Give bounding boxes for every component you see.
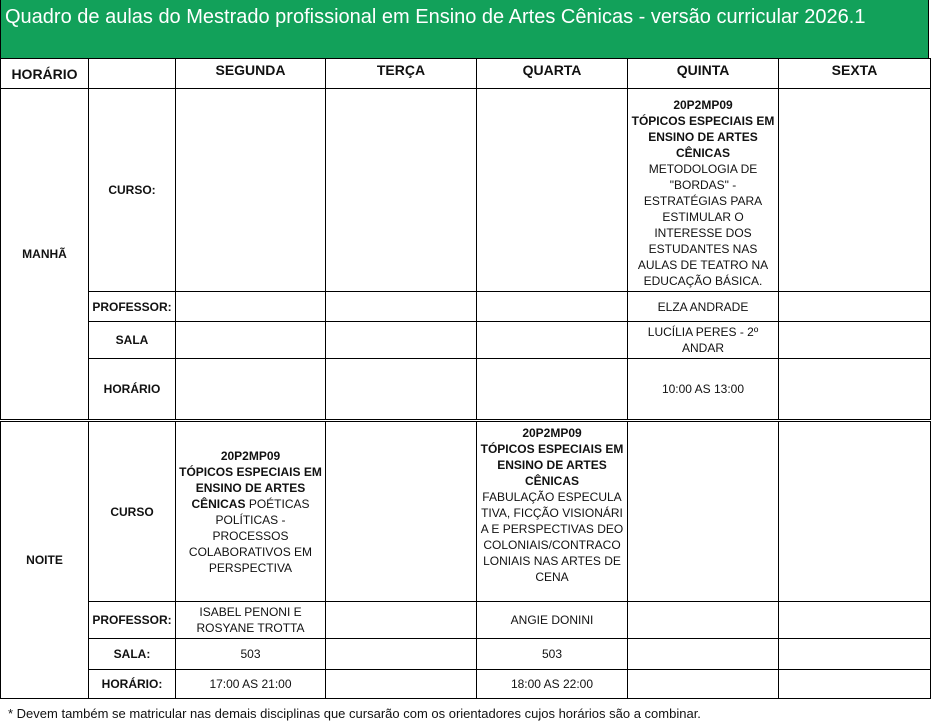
professor-segunda: ISABEL PENONI E ROSYANE TROTTA bbox=[175, 601, 326, 639]
horario-quinta: 10:00 AS 13:00 bbox=[627, 358, 779, 421]
course-subtitle: METODOLOGIA DE "BORDAS" - ESTRATÉGIAS PA… bbox=[637, 162, 769, 288]
label-horario: HORÁRIO bbox=[88, 358, 176, 421]
course-name: TÓPICOS ESPECIAIS EM ENSINO DE ARTES CÊN… bbox=[631, 114, 775, 160]
professor-quarta: ANGIE DONINI bbox=[476, 601, 628, 639]
course-name: TÓPICOS ESPECIAIS EM ENSINO DE ARTES CÊN… bbox=[179, 464, 322, 511]
label-professor: PROFESSOR: bbox=[88, 291, 176, 322]
course-subtitle: FABULAÇÃO ESPECULATIVA, FICÇÃO VISIONÁRI… bbox=[480, 490, 624, 584]
label-curso: CURSO: bbox=[88, 88, 176, 292]
page-title: Quadro de aulas do Mestrado profissional… bbox=[0, 0, 929, 58]
header-horario: HORÁRIO bbox=[0, 58, 89, 89]
label-sala: SALA bbox=[88, 321, 176, 359]
header-quarta: QUARTA bbox=[476, 58, 628, 89]
header-sexta: SEXTA bbox=[778, 58, 931, 89]
footnote: * Devem também se matricular nas demais … bbox=[8, 706, 701, 721]
period-manha: MANHÃ bbox=[0, 88, 89, 421]
course-code: 20P2MP09 bbox=[522, 426, 582, 440]
sala-segunda: 503 bbox=[175, 638, 326, 670]
sala-quarta: 503 bbox=[476, 638, 628, 670]
course-cell-segunda: 20P2MP09 TÓPICOS ESPECIAIS EM ENSINO DE … bbox=[175, 419, 326, 602]
header-blank bbox=[88, 58, 176, 89]
course-cell-quinta: 20P2MP09 TÓPICOS ESPECIAIS EM ENSINO DE … bbox=[627, 88, 779, 292]
course-cell-quarta: 20P2MP09 TÓPICOS ESPECIAIS EM ENSINO DE … bbox=[476, 419, 628, 602]
header-quinta: QUINTA bbox=[627, 58, 779, 89]
label-curso: CURSO bbox=[88, 419, 176, 602]
professor-quinta: ELZA ANDRADE bbox=[627, 291, 779, 322]
label-horario: HORÁRIO: bbox=[88, 669, 176, 699]
sala-quinta: LUCÍLIA PERES - 2º ANDAR bbox=[627, 321, 779, 359]
course-code: 20P2MP09 bbox=[220, 448, 281, 463]
course-subtitle: POÉTICAS POLÍTICAS - PROCESSOS COLABORAT… bbox=[188, 496, 313, 575]
header-segunda: SEGUNDA bbox=[175, 58, 326, 89]
horario-segunda: 17:00 AS 21:00 bbox=[175, 669, 326, 699]
period-noite: NOITE bbox=[0, 419, 89, 699]
schedule-table: HORÁRIO SEGUNDA TERÇA QUARTA QUINTA SEXT… bbox=[0, 58, 931, 699]
horario-quarta: 18:00 AS 22:00 bbox=[476, 669, 628, 699]
label-sala: SALA: bbox=[88, 638, 176, 670]
label-professor: PROFESSOR: bbox=[88, 601, 176, 639]
course-name: TÓPICOS ESPECIAIS EM ENSINO DE ARTES CÊN… bbox=[480, 442, 624, 488]
course-code: 20P2MP09 bbox=[673, 98, 733, 112]
header-terca: TERÇA bbox=[325, 58, 477, 89]
